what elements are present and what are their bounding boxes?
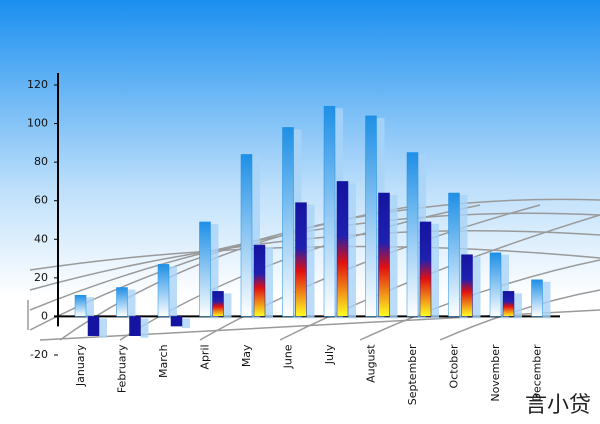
x-tick-label: June xyxy=(282,344,295,369)
bar-shadow xyxy=(127,289,136,319)
bar-shadow xyxy=(514,293,522,319)
bar xyxy=(336,181,349,317)
bar-shadow xyxy=(306,204,315,319)
y-tick-label: 80 xyxy=(34,155,48,168)
bar-shadow xyxy=(472,256,481,319)
bar xyxy=(199,221,211,317)
bar-shadow xyxy=(99,318,107,338)
x-tick-label: September xyxy=(406,344,419,405)
y-tick-label: 20 xyxy=(34,271,48,284)
bar xyxy=(157,264,170,317)
y-tick-label: 100 xyxy=(27,117,48,130)
bar xyxy=(129,316,141,336)
y-tick-label: 60 xyxy=(34,194,48,207)
bar xyxy=(253,244,266,317)
x-tick-label: May xyxy=(240,344,253,367)
bar xyxy=(74,294,87,317)
x-tick-label: April xyxy=(199,344,212,369)
bar xyxy=(406,152,419,317)
bar xyxy=(87,316,100,336)
bar xyxy=(378,192,390,317)
bar-shadow xyxy=(542,281,551,319)
bar xyxy=(461,254,473,317)
bar xyxy=(419,221,432,317)
bar-shadow xyxy=(210,223,219,319)
x-tick-label: October xyxy=(448,344,461,388)
bar-shadow xyxy=(252,156,260,319)
x-tick-label: August xyxy=(365,344,378,383)
bar xyxy=(531,279,543,317)
watermark: 言小贷 xyxy=(525,393,591,418)
bar xyxy=(365,115,377,317)
bar-shadow xyxy=(501,254,509,319)
x-tick-label: November xyxy=(489,344,502,402)
bar xyxy=(116,287,128,317)
bar-shadow xyxy=(265,247,273,319)
bar-shadow xyxy=(389,195,398,319)
x-tick-label: March xyxy=(157,344,170,378)
bar xyxy=(212,291,224,317)
bar-shadow xyxy=(140,318,149,338)
bar xyxy=(502,291,515,317)
bar-shadow xyxy=(169,266,177,319)
bar xyxy=(295,202,307,317)
bar xyxy=(448,192,460,317)
bar-shadow xyxy=(348,183,356,319)
x-tick-label: December xyxy=(531,344,544,402)
bar xyxy=(323,105,336,317)
x-tick-label: January xyxy=(74,344,87,387)
bar-shadow xyxy=(182,318,190,329)
bar xyxy=(282,127,294,317)
y-tick-label: 40 xyxy=(34,232,48,245)
y-tick-label: 120 xyxy=(27,78,48,91)
bar xyxy=(170,316,183,327)
x-tick-label: February xyxy=(116,344,129,393)
bar xyxy=(489,252,502,317)
bar-shadow xyxy=(86,297,94,319)
bar xyxy=(240,154,253,317)
bar-shadow xyxy=(223,293,232,319)
x-tick-label: July xyxy=(323,344,336,365)
bar-shadow xyxy=(431,223,439,319)
y-tick-label: -20 xyxy=(30,348,48,361)
y-tick-label: 0 xyxy=(41,309,48,322)
